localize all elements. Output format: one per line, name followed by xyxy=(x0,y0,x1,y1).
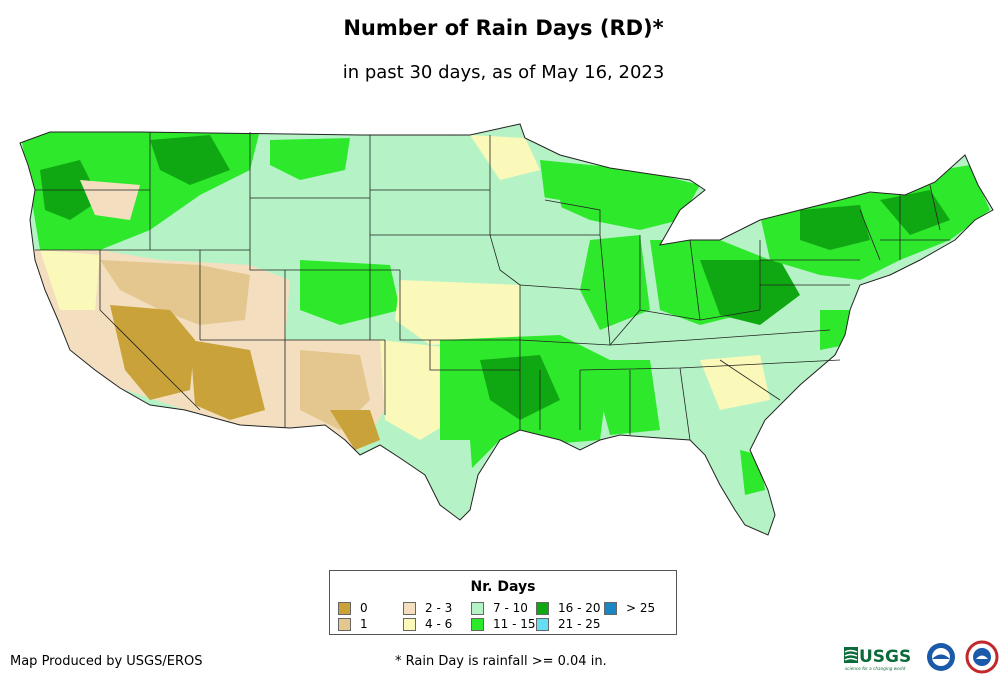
legend-swatch xyxy=(536,601,549,615)
footnote: * Rain Day is rainfall >= 0.04 in. xyxy=(395,654,607,669)
state-borders xyxy=(19,123,994,536)
legend-swatch xyxy=(403,601,416,615)
legend-label: 21 - 25 xyxy=(558,617,601,631)
legend-item-1: 1 xyxy=(338,617,368,631)
legend-item-2: 2 - 3 xyxy=(403,601,452,615)
nws-logo xyxy=(965,640,999,674)
legend: Nr. Days 0 1 2 - 3 4 - 6 7 - 10 11 - 15 … xyxy=(329,570,677,635)
agency-logos: USGS science for a changing world xyxy=(844,640,999,674)
legend-item-0: 0 xyxy=(338,601,368,615)
us-rain-days-map xyxy=(19,123,994,536)
legend-swatch xyxy=(471,601,484,615)
legend-swatch xyxy=(604,601,617,615)
legend-label: 2 - 3 xyxy=(425,601,453,615)
legend-label: 0 xyxy=(360,601,368,615)
legend-label: 11 - 15 xyxy=(493,617,536,631)
legend-swatch xyxy=(403,617,416,631)
usgs-logo: USGS science for a changing world xyxy=(844,647,911,671)
map-credit: Map Produced by USGS/EROS xyxy=(10,654,203,669)
legend-label: 16 - 20 xyxy=(558,601,601,615)
legend-swatch xyxy=(338,617,351,631)
map-title: Number of Rain Days (RD)* xyxy=(343,16,664,40)
usgs-logo-text: USGS xyxy=(859,647,911,667)
map-subtitle: in past 30 days, as of May 16, 2023 xyxy=(342,62,665,83)
legend-label: 4 - 6 xyxy=(425,617,453,631)
legend-label: 1 xyxy=(360,617,368,631)
legend-swatch xyxy=(536,617,549,631)
legend-label: > 25 xyxy=(626,601,656,615)
legend-item-6: 16 - 20 xyxy=(536,601,601,615)
noaa-logo xyxy=(927,643,955,671)
rain-day-regions xyxy=(20,130,990,520)
legend-item-7: 21 - 25 xyxy=(536,617,601,631)
legend-item-5: 11 - 15 xyxy=(471,617,536,631)
legend-item-4: 7 - 10 xyxy=(471,601,528,615)
legend-swatch xyxy=(471,617,484,631)
legend-swatch xyxy=(338,601,351,615)
legend-item-8: > 25 xyxy=(604,601,655,615)
legend-item-3: 4 - 6 xyxy=(403,617,452,631)
legend-label: 7 - 10 xyxy=(493,601,528,615)
usgs-tagline: science for a changing world xyxy=(845,666,906,671)
legend-title: Nr. Days xyxy=(470,579,536,595)
